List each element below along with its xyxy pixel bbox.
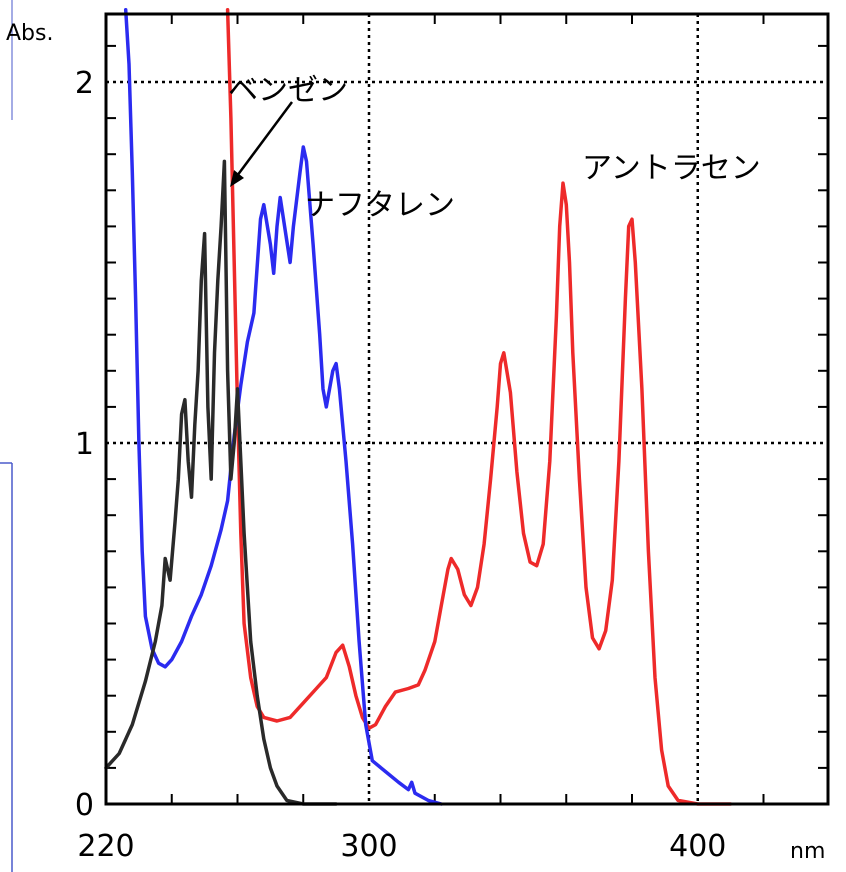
side-rule: [0, 0, 13, 872]
annotation-benzene-arrowhead: [230, 170, 244, 187]
series-group: [104, 8, 733, 806]
annotation-benzene: ベンゼン: [228, 73, 348, 108]
annotation-benzene-arrow: [232, 101, 294, 181]
x-axis-label: nm: [790, 839, 825, 864]
annotations: ベンゼン ナフタレン アントラセン: [228, 73, 761, 223]
series-line-naphthalene: [123, 8, 444, 806]
y-tick-label: 1: [75, 427, 94, 462]
y-tick-label: 2: [75, 66, 94, 101]
annotation-naphthalene: ナフタレン: [305, 188, 455, 223]
plot-frame: [104, 12, 830, 806]
annotation-anthracene: アントラセン: [582, 151, 761, 186]
x-tick-label: 220: [77, 829, 134, 864]
series-line-anthracene: [225, 8, 733, 806]
grid-lines: [106, 14, 828, 804]
tick-labels: 220 300 400 0 1 2: [75, 66, 726, 864]
y-tick-label: 0: [75, 788, 94, 823]
x-tick-label: 400: [669, 829, 726, 864]
x-tick-label: 300: [340, 829, 397, 864]
series-line-benzene: [104, 159, 338, 806]
y-axis-label: Abs.: [6, 21, 53, 46]
